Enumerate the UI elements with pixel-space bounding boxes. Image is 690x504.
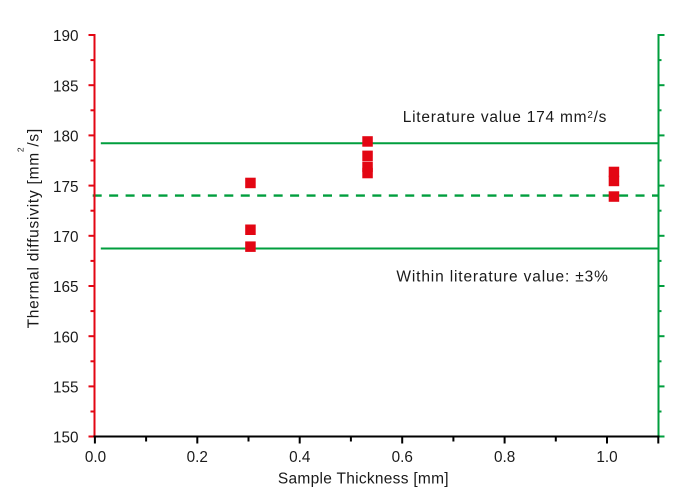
svg-text:0.0: 0.0 — [85, 449, 106, 466]
svg-text:0.8: 0.8 — [494, 449, 515, 466]
svg-text:Literature value 174 mm2/s: Literature value 174 mm2/s — [403, 109, 607, 126]
svg-text:160: 160 — [53, 329, 79, 346]
svg-text:190: 190 — [53, 28, 79, 45]
svg-text:Within literature value: ±3%: Within literature value: ±3% — [396, 269, 608, 286]
svg-text:180: 180 — [53, 129, 79, 146]
svg-text:1.0: 1.0 — [596, 449, 617, 466]
svg-text:165: 165 — [53, 279, 79, 296]
svg-text:170: 170 — [53, 229, 79, 246]
svg-text:0.6: 0.6 — [392, 449, 413, 466]
svg-text:150: 150 — [53, 430, 79, 447]
svg-text:175: 175 — [53, 179, 79, 196]
svg-text:0.4: 0.4 — [289, 449, 311, 466]
svg-text:0.2: 0.2 — [187, 449, 208, 466]
svg-text:185: 185 — [53, 78, 79, 95]
svg-text:Sample Thickness [mm]: Sample Thickness [mm] — [278, 471, 449, 488]
svg-text:155: 155 — [53, 380, 79, 397]
